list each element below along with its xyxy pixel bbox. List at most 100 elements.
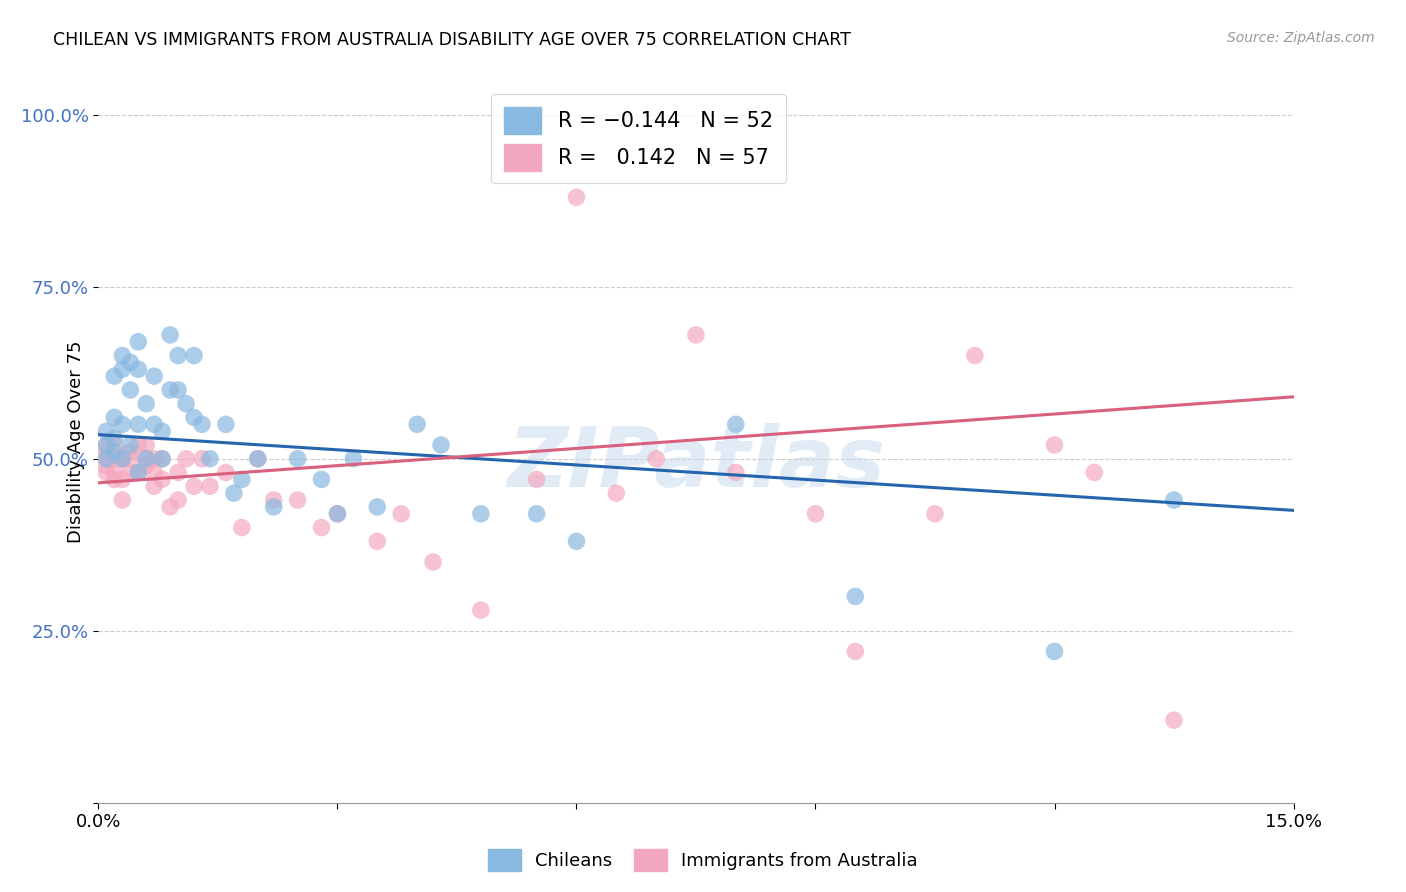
Point [844, 644, 866, 658]
Point [143, 369, 166, 384]
Point [103, 410, 125, 425]
Point [389, 507, 412, 521]
Point [120, 466, 142, 480]
Point [150, 451, 173, 466]
Point [96, 466, 118, 480]
Point [844, 590, 866, 604]
Point [111, 349, 134, 363]
Legend: Chileans, Immigrants from Australia: Chileans, Immigrants from Australia [481, 842, 925, 879]
Point [120, 445, 142, 459]
Point [645, 451, 668, 466]
Point [963, 349, 986, 363]
Point [103, 451, 125, 466]
Point [724, 466, 747, 480]
Point [191, 451, 214, 466]
Point [724, 417, 747, 432]
Point [565, 534, 588, 549]
Point [127, 438, 149, 452]
Point [1163, 493, 1185, 508]
Point [111, 472, 134, 486]
Point [127, 466, 149, 480]
Point [103, 466, 125, 480]
Point [526, 507, 548, 521]
Point [111, 451, 134, 466]
Point [287, 451, 309, 466]
Point [111, 417, 134, 432]
Text: ZIPatlas: ZIPatlas [508, 423, 884, 504]
Point [127, 417, 149, 432]
Point [215, 466, 238, 480]
Point [174, 451, 197, 466]
Point [96, 445, 118, 459]
Point [127, 362, 149, 376]
Point [191, 417, 214, 432]
Point [120, 451, 142, 466]
Point [183, 349, 205, 363]
Point [143, 479, 166, 493]
Point [565, 190, 588, 204]
Point [222, 486, 245, 500]
Point [311, 472, 333, 486]
Point [342, 451, 364, 466]
Point [167, 383, 190, 397]
Point [366, 500, 388, 514]
Point [103, 431, 125, 445]
Point [231, 472, 253, 486]
Point [246, 451, 269, 466]
Point [103, 369, 125, 384]
Y-axis label: Disability Age Over 75: Disability Age Over 75 [66, 340, 84, 543]
Point [183, 479, 205, 493]
Point [183, 410, 205, 425]
Point [111, 493, 134, 508]
Point [103, 445, 125, 459]
Point [120, 355, 142, 369]
Point [605, 486, 627, 500]
Point [430, 438, 453, 452]
Point [103, 438, 125, 452]
Point [96, 438, 118, 452]
Point [96, 451, 118, 466]
Point [311, 520, 333, 534]
Point [198, 451, 221, 466]
Point [326, 507, 349, 521]
Point [96, 438, 118, 452]
Point [422, 555, 444, 569]
Point [167, 493, 190, 508]
Point [150, 424, 173, 438]
Point [143, 451, 166, 466]
Point [127, 466, 149, 480]
Point [215, 417, 238, 432]
Point [470, 603, 492, 617]
Point [198, 479, 221, 493]
Point [287, 493, 309, 508]
Point [150, 472, 173, 486]
Point [263, 493, 285, 508]
Point [326, 507, 349, 521]
Point [526, 472, 548, 486]
Point [111, 451, 134, 466]
Point [159, 327, 181, 342]
Point [111, 362, 134, 376]
Point [1043, 438, 1066, 452]
Point [143, 417, 166, 432]
Point [685, 327, 707, 342]
Point [366, 534, 388, 549]
Point [470, 507, 492, 521]
Text: CHILEAN VS IMMIGRANTS FROM AUSTRALIA DISABILITY AGE OVER 75 CORRELATION CHART: CHILEAN VS IMMIGRANTS FROM AUSTRALIA DIS… [53, 31, 851, 49]
Point [167, 349, 190, 363]
Point [135, 397, 157, 411]
Point [174, 397, 197, 411]
Point [167, 466, 190, 480]
Point [135, 451, 157, 466]
Point [103, 472, 125, 486]
Point [1043, 644, 1066, 658]
Point [96, 458, 118, 473]
Point [120, 438, 142, 452]
Point [135, 458, 157, 473]
Point [159, 383, 181, 397]
Point [135, 451, 157, 466]
Point [111, 451, 134, 466]
Point [143, 466, 166, 480]
Point [246, 451, 269, 466]
Point [406, 417, 429, 432]
